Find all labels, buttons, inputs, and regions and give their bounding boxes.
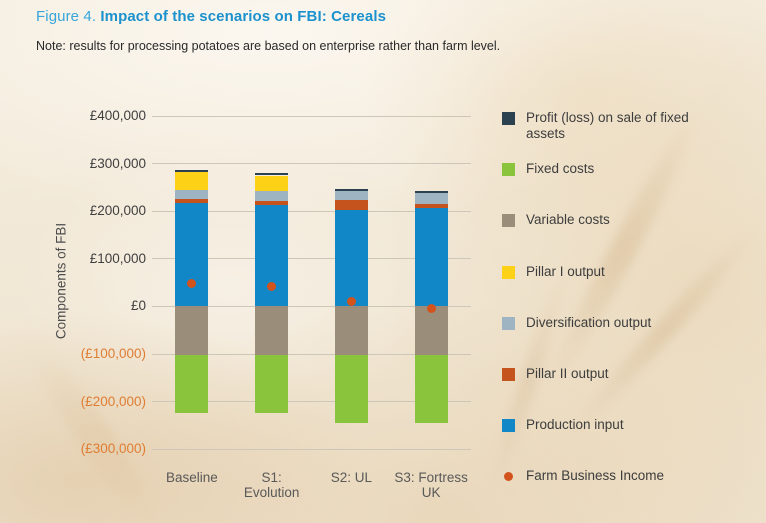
legend-swatch-icon	[502, 163, 515, 177]
bar-segment-diversification-output	[175, 190, 209, 200]
y-tick-label: £200,000	[89, 203, 146, 219]
legend-item-production-input: Production input	[502, 417, 704, 433]
legend-item-variable-costs: Variable costs	[502, 212, 704, 228]
bar-segment-variable-costs	[334, 306, 368, 356]
y-tick-label: (£100,000)	[80, 346, 146, 361]
figure-heading: Impact of the scenarios on FBI: Cereals	[100, 8, 387, 25]
bar-segment-production-input	[414, 208, 448, 307]
y-axis-title: Components of FBI	[53, 222, 69, 340]
legend-label: Production input	[526, 417, 624, 433]
legend-item-farm-business-income: Farm Business Income	[502, 468, 704, 484]
legend-item-profit-loss-on-sale-of-fixed-assets: Profit (loss) on sale of fixed assets	[502, 110, 704, 142]
bar-segment-diversification-output	[414, 193, 448, 204]
wheat-streak-decoration	[536, 102, 710, 398]
legend-swatch-icon	[502, 214, 515, 228]
legend-dot-icon	[504, 472, 513, 482]
gridline	[152, 115, 471, 117]
bar-segment-profit-loss-on-sale-of-fixed-assets	[255, 173, 289, 176]
bar-segment-profit-loss-on-sale-of-fixed-assets	[334, 188, 368, 191]
bar-segment-pillar-i-output	[175, 172, 209, 191]
figure-number-label: Figure 4.	[36, 8, 97, 25]
fbi-point	[187, 279, 197, 289]
legend-label: Fixed costs	[526, 161, 595, 177]
gridline	[152, 305, 471, 307]
bar-segment-variable-costs	[255, 306, 289, 356]
bar-segment-profit-loss-on-sale-of-fixed-assets	[414, 191, 448, 194]
legend-item-pillar-ii-output: Pillar II output	[502, 366, 704, 382]
wheat-streak-decoration	[19, 340, 175, 523]
bar-segment-production-input	[175, 202, 209, 307]
y-tick-label: £100,000	[89, 250, 146, 266]
fbi-point	[426, 303, 436, 313]
y-tick-label: £400,000	[89, 108, 146, 123]
bar-segment-pillar-i-output	[255, 175, 289, 192]
bar-segment-pillar-ii-output	[334, 200, 368, 211]
bar-segment-diversification-output	[334, 190, 368, 201]
legend-item-diversification-output: Diversification output	[502, 315, 704, 331]
bar-segment-pillar-ii-output	[414, 203, 448, 209]
legend-swatch-icon	[502, 419, 515, 433]
gridline	[152, 353, 471, 355]
legend-label: Pillar II output	[526, 366, 609, 381]
legend-item-fixed-costs: Fixed costs	[502, 161, 704, 177]
y-tick-label: £300,000	[89, 155, 146, 171]
gridline	[152, 448, 471, 450]
bar-segment-variable-costs	[414, 306, 448, 356]
y-tick-label: (£200,000)	[80, 393, 146, 409]
gridline	[152, 210, 471, 212]
bar-segment-fixed-costs	[414, 355, 448, 423]
x-category-label: S3: Fortress UK	[394, 470, 468, 500]
fbi-point	[346, 297, 356, 307]
bar-segment-fixed-costs	[334, 355, 368, 423]
gridline	[152, 258, 471, 260]
bar-segment-variable-costs	[175, 306, 209, 356]
x-category-label: S2: UL	[330, 470, 373, 485]
figure-note: Note: results for processing potatoes ar…	[36, 39, 501, 53]
y-tick-label: £0	[130, 298, 146, 314]
bar-segment-pillar-ii-output	[255, 200, 289, 205]
legend-label: Pillar I output	[526, 263, 605, 279]
gridline	[152, 401, 471, 403]
legend-label: Farm Business Income	[526, 468, 665, 484]
x-category-label: S1: Evolution	[243, 470, 300, 500]
legend-label: Diversification output	[526, 314, 652, 330]
gridline	[152, 163, 471, 165]
bar-segment-fixed-costs	[175, 355, 209, 414]
legend-item-pillar-i-output: Pillar I output	[502, 264, 704, 280]
legend-label: Variable costs	[526, 212, 610, 228]
bar-segment-production-input	[334, 210, 368, 307]
x-category-label: Baseline	[165, 470, 218, 485]
legend-label: Profit (loss) on sale of fixed assets	[526, 110, 689, 141]
bar-segment-profit-loss-on-sale-of-fixed-assets	[175, 169, 209, 173]
fbi-point	[267, 281, 277, 291]
bar-segment-production-input	[255, 204, 289, 307]
bar-segment-fixed-costs	[255, 355, 289, 414]
bar-segment-diversification-output	[255, 191, 289, 201]
legend-swatch-icon	[502, 368, 515, 381]
legend-swatch-icon	[502, 265, 515, 279]
y-tick-label: (£300,000)	[80, 441, 146, 457]
legend-swatch-icon	[502, 112, 515, 125]
bar-segment-pillar-ii-output	[175, 199, 209, 203]
figure-title: Figure 4. Impact of the scenarios on FBI…	[36, 8, 386, 25]
legend-swatch-icon	[502, 316, 515, 330]
